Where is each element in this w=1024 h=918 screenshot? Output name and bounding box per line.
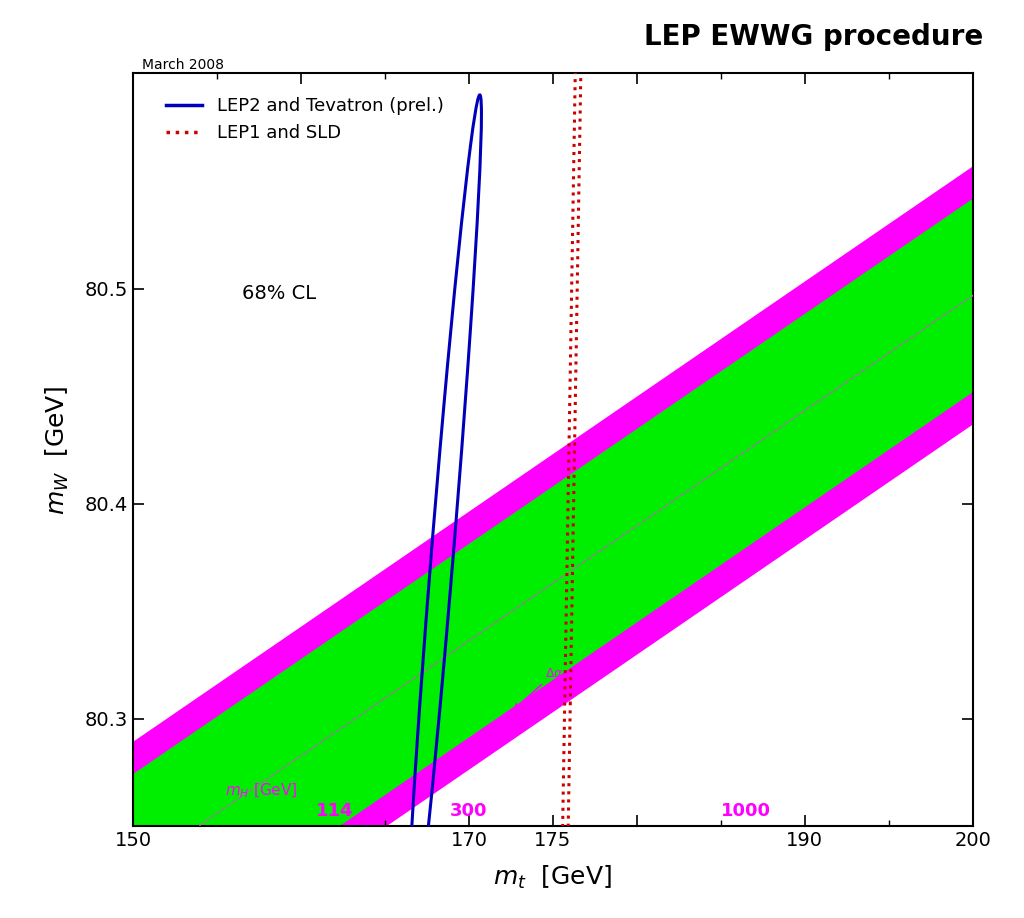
- Text: 68% CL: 68% CL: [243, 285, 316, 303]
- Text: March 2008: March 2008: [141, 58, 223, 72]
- Text: 1000: 1000: [721, 801, 771, 820]
- Polygon shape: [49, 109, 1024, 918]
- Polygon shape: [49, 141, 1024, 918]
- Legend: LEP2 and Tevatron (prel.), LEP1 and SLD: LEP2 and Tevatron (prel.), LEP1 and SLD: [159, 90, 451, 150]
- Y-axis label: $m_W$  [GeV]: $m_W$ [GeV]: [44, 385, 71, 515]
- Text: $m_H$ [GeV]: $m_H$ [GeV]: [225, 782, 298, 800]
- Text: 300: 300: [451, 801, 487, 820]
- Text: 114: 114: [315, 801, 353, 820]
- Text: LEP EWWG procedure: LEP EWWG procedure: [644, 23, 983, 51]
- Text: $\Delta\alpha$: $\Delta\alpha$: [514, 667, 563, 709]
- X-axis label: $m_t$  [GeV]: $m_t$ [GeV]: [494, 864, 612, 891]
